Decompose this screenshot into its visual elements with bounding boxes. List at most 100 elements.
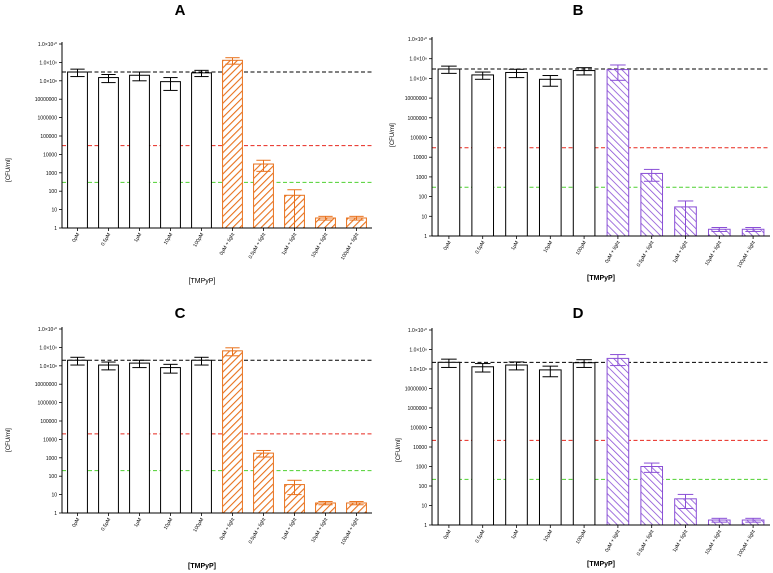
panel-c-bars (67, 350, 367, 514)
panel-a-ytick-label: 1000000 (38, 116, 58, 122)
panel-a-xtick-label: 0µM (71, 232, 81, 244)
panel-a-bars (67, 59, 367, 229)
panel-a-bar (253, 163, 274, 229)
panel-d-title: D (573, 305, 584, 322)
panel-a-xlabel: [TMPyP] (189, 278, 216, 285)
panel-b-xtick-label: 0.5µM (474, 240, 486, 255)
panel-c-bar (222, 350, 243, 514)
panel-c-xlabel: [TMPyP] (188, 563, 216, 570)
panel-d-xlabel: [TMPyP] (587, 561, 615, 568)
panel-b-xtick-label: 1µM (510, 240, 520, 252)
panel-c-bar (67, 359, 88, 514)
panel-b-xtick-label: 10µM (543, 240, 555, 254)
panel-a-ytick-label: 100000 (40, 134, 57, 140)
panel-c-ytick-label: 1000000 (38, 401, 58, 407)
panel-c-ytick-label: 10000 (43, 437, 57, 443)
panel-d-ytick-label: 1.0×10⁹ (409, 348, 427, 354)
panel-d-ytick-label: 1.0×10⁸ (409, 367, 427, 373)
panel-a-axes (61, 42, 372, 229)
panel-c-ylabel: [CFU/ml] (6, 428, 12, 452)
panel-d-bar (640, 466, 664, 526)
panel-d-axes (431, 328, 770, 526)
panel-a-xtick-label: 10µM + light (310, 231, 329, 258)
panel-a-ytick-label: 1000 (46, 171, 57, 177)
panel-b-xlabel: [TMPyP] (587, 275, 615, 282)
panel-b-bar (471, 74, 495, 237)
panel-c-title: C (175, 305, 186, 322)
panel-a-ytick-label: 1.0×10⁸ (39, 79, 57, 85)
panel-d-xtick-label: 10µM + light (704, 528, 723, 555)
panel-d-bar (572, 362, 596, 526)
panel-b-xticks: 0µM 0.5µM 1µM 10µM 100µM 0µM + light 0.5µM + l… (443, 236, 757, 269)
panel-a-ytick-label: 10000 (43, 152, 57, 158)
panel-b-xtick-label: 10µM + light (704, 239, 723, 266)
panel-c-xtick-label: 1µM + light (281, 516, 299, 541)
panel-a-xtick-label: 0µM + light (219, 231, 237, 256)
panel-b-ytick-label: 10000000 (405, 96, 427, 102)
panel-d-bar (437, 361, 461, 526)
panel-d-xtick-label: 10µM (543, 529, 555, 543)
panel-d-ytick-label: 1 (424, 523, 427, 529)
panel-d-xtick-label: 0.5µM (474, 529, 486, 544)
panel-b-axes (431, 37, 770, 237)
panel-d-xticks: 0µM 0.5µM 1µM 10µM 100µM 0µM + light 0.5µM + l… (443, 525, 758, 558)
panel-a-bar (129, 74, 150, 229)
panel-b-bar (538, 78, 562, 237)
panel-c-bar (98, 364, 119, 514)
panel-d-xtick-label: 100µM + light (737, 528, 758, 558)
panel-c-bar (253, 452, 274, 514)
panel-d-xtick-label: 1µM (510, 529, 520, 541)
panel-c-yticks: 1.0×10¹⁰ 1.0×10⁹ 1.0×10⁸ 10000000 1000000 100… (35, 327, 62, 517)
panel-a-yticks: 1.0×10¹⁰ 1.0×10⁹ 1.0×10⁸ 10000000 1000000 100… (35, 42, 62, 232)
panel-d-ylabel: [CFU/ml] (396, 438, 402, 462)
panel-b-bar (572, 70, 596, 237)
panel-b-ytick-label: 1000 (416, 175, 427, 181)
panel-c-errorbars (70, 347, 364, 506)
panel-c-bar (129, 362, 150, 514)
panel-c-ytick-label: 1.0×10⁸ (39, 364, 57, 370)
panel-a-xtick-label: 100µM (192, 232, 205, 248)
panel-a-xtick-label: 10µM (163, 232, 175, 246)
panel-a-title: A (175, 2, 186, 19)
panel-d-ytick-label: 1000 (416, 465, 427, 471)
panel-b-ytick-label: 100000 (410, 136, 427, 142)
panel-b-bar (606, 69, 630, 237)
panel-b: B [CFU/ml] [TMPyP] 1.0×10¹⁰1.0×10⁹1.0×10… (390, 2, 770, 282)
panel-d-xtick-label: 0µM (443, 529, 453, 541)
panel-b-ytick-label: 1000000 (408, 116, 428, 122)
panel-a-ytick-label: 1 (54, 226, 57, 232)
panel-c-bar (191, 359, 212, 514)
panel-d-bar (471, 366, 495, 526)
panel-c-xtick-label: 100µM + light (340, 516, 361, 546)
panel-b-ytick-label: 1.0×10⁸ (409, 76, 427, 82)
panel-d-bar (505, 364, 528, 526)
panel-c-axes (61, 327, 372, 514)
panel-c-ytick-label: 1.0×10¹⁰ (38, 327, 57, 333)
panel-d: D [CFU/ml] [TMPyP] 1.0×10¹⁰1.0×10⁹1.0×10… (396, 305, 770, 568)
panel-c-xtick-label: 0.5µM (100, 517, 112, 532)
panel-b-bar (505, 71, 528, 237)
panel-a-bar (222, 59, 243, 229)
panel-a-ylabel: [CFU/ml] (6, 158, 12, 182)
panel-b-xtick-label: 100µM (575, 240, 588, 256)
panel-a-ytick-label: 10000000 (35, 97, 57, 103)
panel-a-bar (160, 81, 181, 229)
panel-d-xtick-label: 0.5µM + light (636, 528, 656, 557)
panel-c-ytick-label: 100 (49, 474, 58, 480)
panel-d-xtick-label: 0µM + light (604, 528, 622, 553)
panel-d-ytick-label: 1000000 (408, 406, 428, 412)
panel-b-xtick-label: 0µM (443, 240, 453, 252)
panel-a-xticks: 0µM 0.5µM 1µM 10µM 100µM 0µM + light 0.5µM + l… (71, 228, 361, 261)
panel-a-ytick-label: 100 (49, 189, 58, 195)
panel-d-bar (606, 357, 630, 526)
panel-b-xtick-label: 0µM + light (604, 239, 622, 264)
panel-b-ytick-label: 1 (424, 234, 427, 240)
panel-a-xtick-label: 1µM (133, 232, 143, 244)
panel-b-ytick-label: 1.0×10⁹ (409, 57, 427, 63)
panel-b-yticks: 1.0×10¹⁰ 1.0×10⁹ 1.0×10⁸ 10000000 1000000 100… (405, 37, 432, 240)
panel-a-ytick-label: 1.0×10¹⁰ (38, 42, 57, 48)
panel-b-bars (437, 68, 765, 237)
panel-b-ytick-label: 100 (419, 195, 428, 201)
panel-c-xticks: 0µM 0.5µM 1µM 10µM 100µM 0µM + light 0.5µM + l… (71, 513, 361, 546)
panel-b-ytick-label: 1.0×10¹⁰ (408, 37, 427, 43)
